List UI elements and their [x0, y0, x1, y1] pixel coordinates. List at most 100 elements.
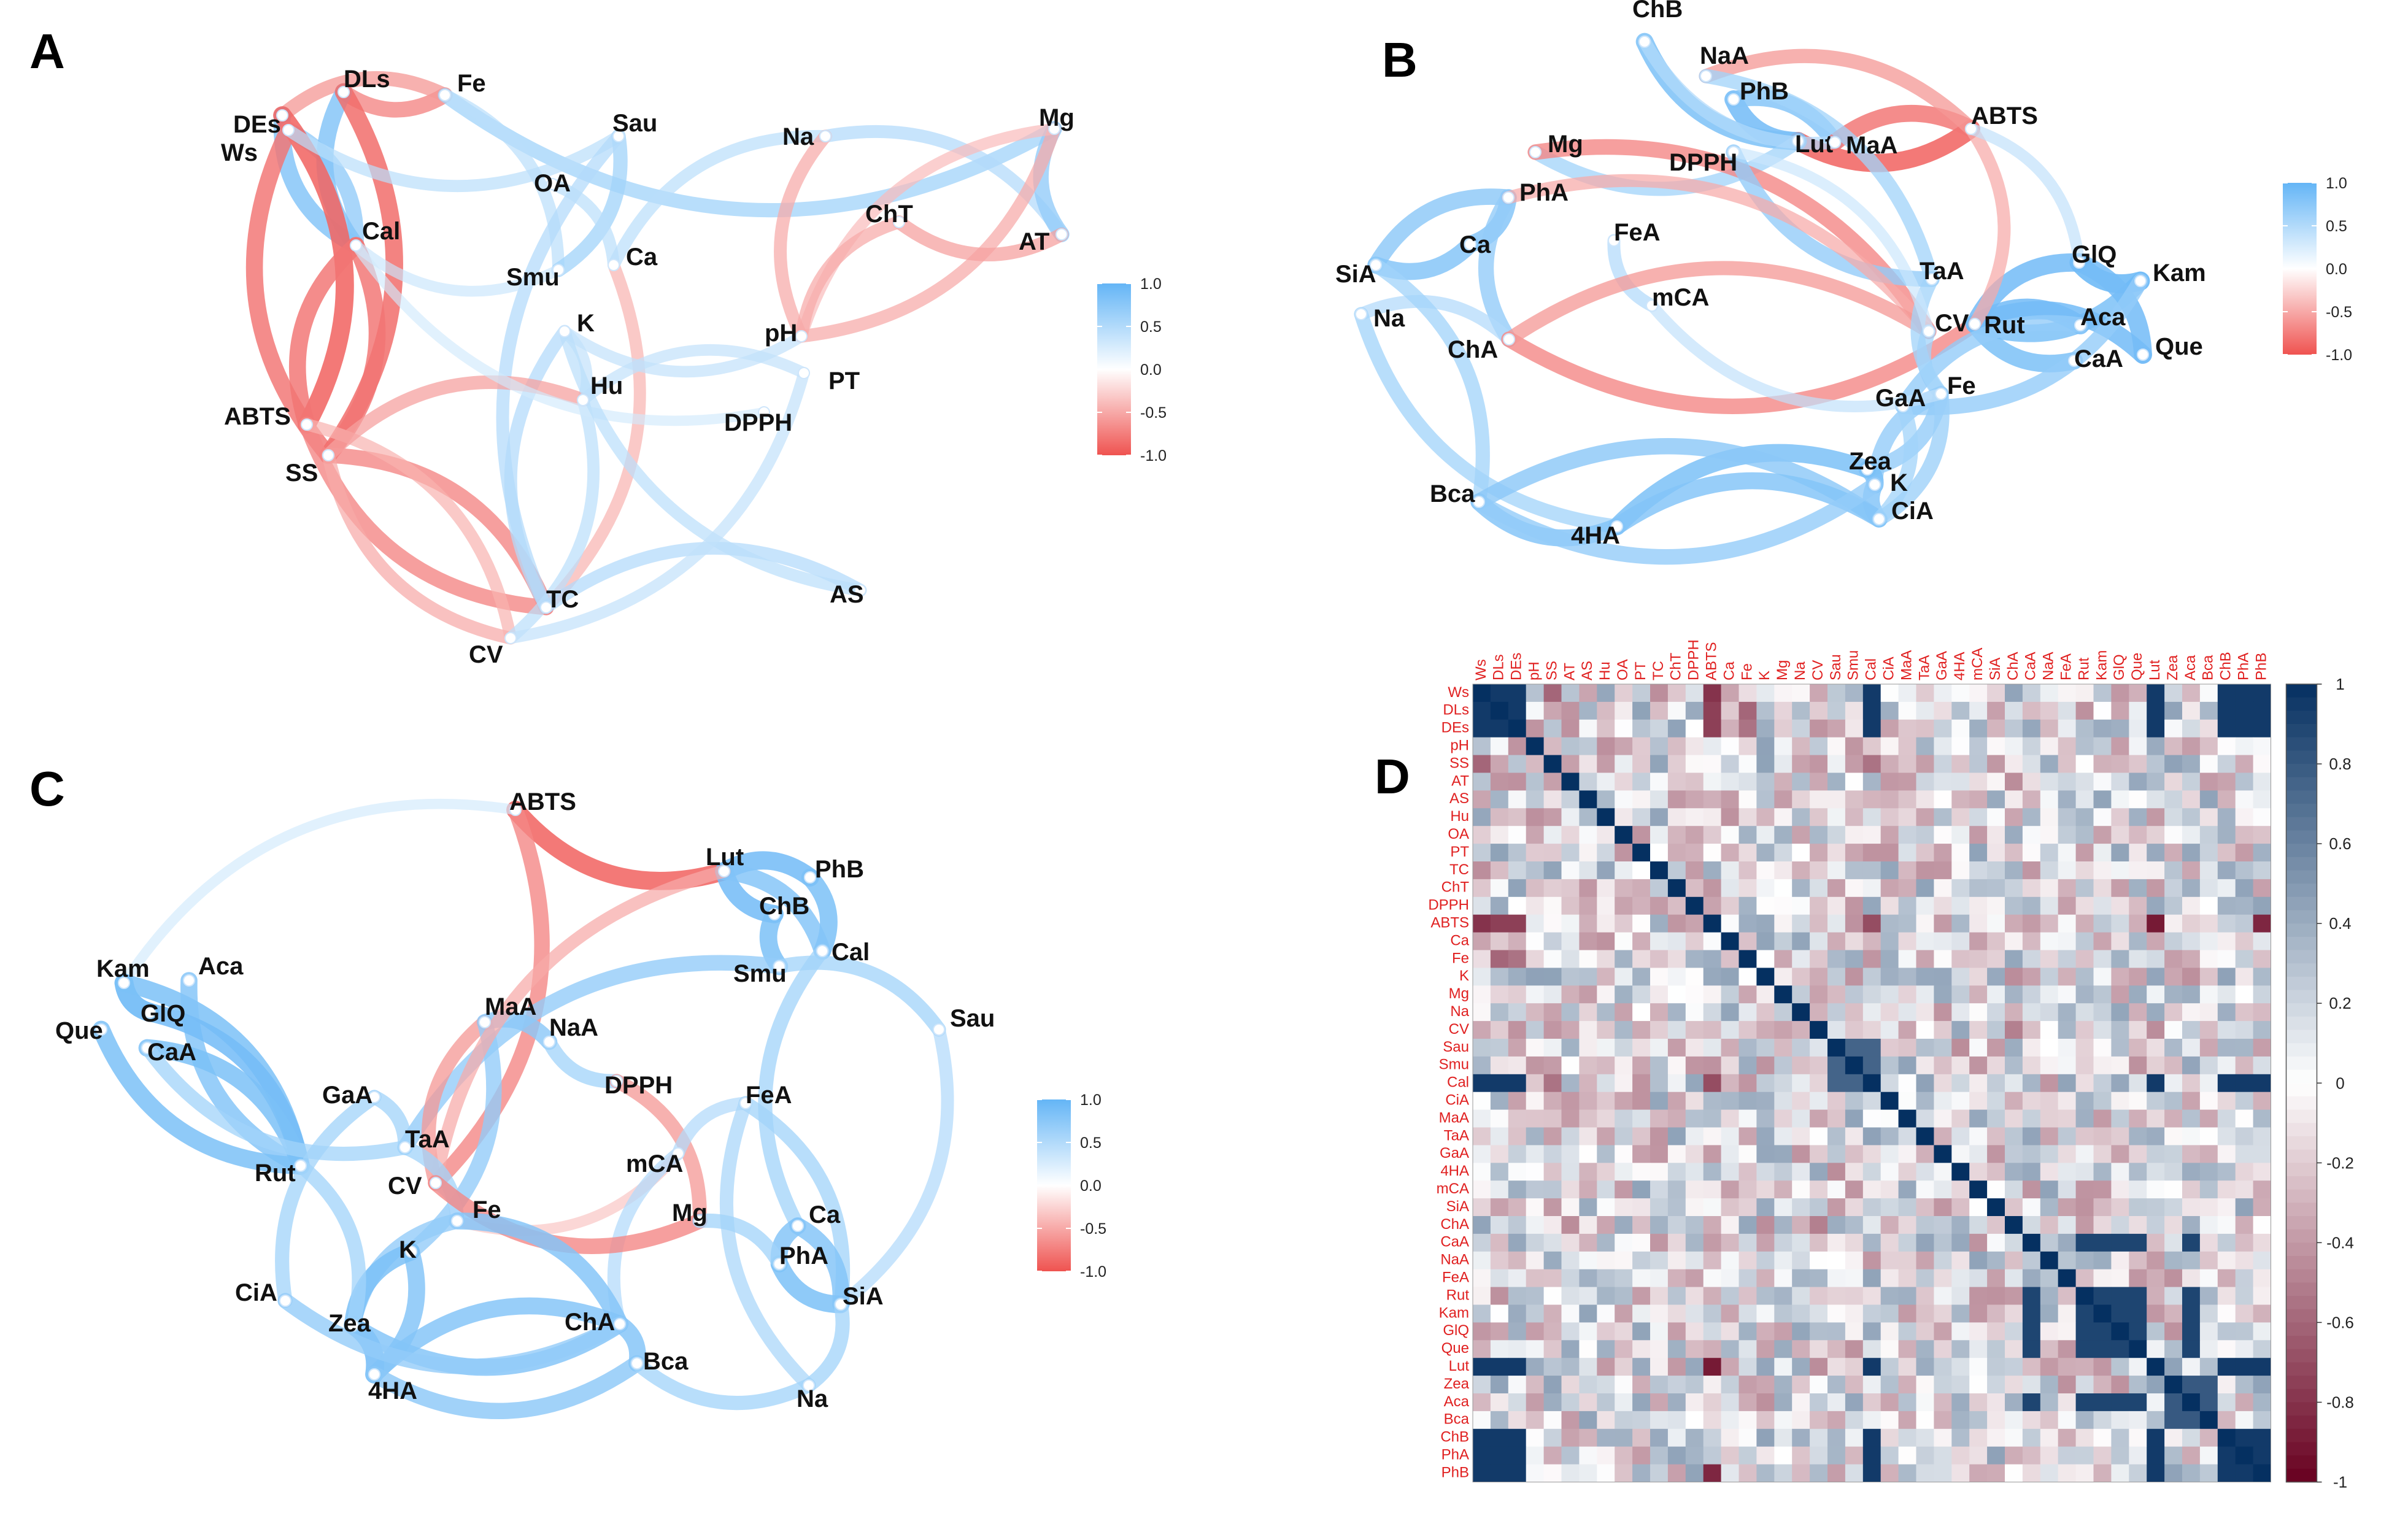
- heatmap-cell: [1987, 1163, 2005, 1181]
- edge-cal-abts: [289, 237, 365, 433]
- heatmap-cell: [1561, 844, 1580, 862]
- node-que: [95, 1023, 107, 1036]
- heatmap-cell: [1650, 1198, 1669, 1217]
- heatmap-cell: [1880, 1304, 1899, 1323]
- heatmap-cell: [1827, 1233, 1846, 1252]
- heatmap-cell: [1792, 1358, 1810, 1376]
- colorbar-tick: 1.0: [2326, 175, 2347, 192]
- heatmap-cell: [1916, 1376, 1934, 1394]
- heatmap-cell: [1685, 737, 1704, 756]
- column-label-phb: PhB: [2253, 653, 2269, 680]
- edge-mca-fe: [1646, 299, 1947, 412]
- heatmap-cell: [2235, 1269, 2254, 1288]
- heatmap-cell: [1703, 1216, 1722, 1234]
- node-label-zea: Zea: [1849, 448, 1892, 475]
- node-label-dpph: DPPH: [604, 1072, 673, 1099]
- column-label-pt: PT: [1632, 661, 1649, 680]
- heatmap-cell: [2147, 1109, 2165, 1128]
- node-label-4ha: 4HA: [1571, 522, 1620, 549]
- heatmap-cell: [1473, 1198, 1491, 1217]
- node-oa: [546, 178, 558, 190]
- node-label-que: Que: [55, 1017, 103, 1044]
- edge-mg-ph: [795, 122, 1061, 343]
- heatmap-cell: [2147, 1446, 2165, 1465]
- heatmap-cell: [1774, 1198, 1792, 1217]
- heatmap-cell: [1473, 701, 1491, 720]
- heatmap-cell: [1898, 1376, 1916, 1394]
- heatmap-cell: [1597, 1251, 1615, 1270]
- heatmap-cell: [1738, 701, 1757, 720]
- heatmap-cell: [1490, 950, 1509, 968]
- heatmap-cell: [1738, 1269, 1757, 1288]
- heatmap-cell: [2058, 1322, 2077, 1341]
- node-mca: [672, 1147, 684, 1160]
- heatmap-cell: [2235, 1021, 2254, 1039]
- edge-na-ph: [774, 129, 832, 343]
- heatmap-cell: [2235, 985, 2254, 1004]
- node-at: [1055, 228, 1068, 241]
- heatmap-cell: [2253, 861, 2271, 880]
- heatmap-cell: [2040, 1109, 2059, 1128]
- heatmap-cell: [1756, 1358, 1775, 1376]
- heatmap-cell: [2147, 1304, 2165, 1323]
- heatmap-cell: [1473, 772, 1491, 791]
- heatmap-cell: [1561, 737, 1580, 756]
- heatmap-cell: [2253, 719, 2271, 738]
- heatmap-cell: [1756, 1163, 1775, 1181]
- heatmap-cell: [1667, 985, 1686, 1004]
- heatmap-cell: [1862, 755, 1881, 773]
- edge-pha-cha: [1478, 190, 1517, 347]
- node-label-que: Que: [2155, 333, 2203, 360]
- heatmap-cell: [1862, 1092, 1881, 1111]
- heatmap-cell: [1721, 1056, 1739, 1075]
- heatmap-cell: [2022, 1287, 2041, 1305]
- heatmap-cell: [1756, 879, 1775, 898]
- heatmap-cell: [1632, 1145, 1651, 1163]
- column-label-rut: Rut: [2075, 657, 2092, 680]
- heatmap-cell: [1827, 932, 1846, 950]
- node-label-kam: Kam: [2153, 260, 2206, 287]
- heatmap-cell: [1987, 1039, 2005, 1057]
- heatmap-cell: [2129, 914, 2147, 933]
- heatmap-cell: [1508, 950, 1527, 968]
- heatmap-cell: [1650, 1304, 1669, 1323]
- heatmap-cell: [2129, 1376, 2147, 1394]
- node-label-aca: Aca: [198, 953, 244, 980]
- heatmap-cell: [2005, 1287, 2023, 1305]
- column-label-as: AS: [1579, 661, 1596, 680]
- heatmap-cell: [2253, 932, 2271, 950]
- heatmap-cell: [2093, 1233, 2112, 1252]
- heatmap-cell: [1951, 1322, 1970, 1341]
- heatmap-cell: [2199, 896, 2218, 915]
- heatmap-cell: [1969, 1216, 1988, 1234]
- heatmap-cell: [1597, 1092, 1615, 1111]
- heatmap-cell: [1862, 950, 1881, 968]
- heatmap-cell: [1934, 1446, 1952, 1465]
- heatmap-cell: [1508, 1251, 1527, 1270]
- heatmap-cell: [2164, 826, 2183, 844]
- heatmap-cell: [1934, 879, 1952, 898]
- heatmap-cell: [1774, 1216, 1792, 1234]
- heatmap-cell: [2182, 684, 2201, 703]
- heatmap-cell: [1880, 826, 1899, 844]
- heatmap-cell: [1898, 932, 1916, 950]
- heatmap-cell: [1508, 1109, 1527, 1128]
- heatmap-cell: [2111, 1021, 2129, 1039]
- heatmap-cell: [1473, 755, 1491, 773]
- heatmap-cell: [1934, 1393, 1952, 1412]
- heatmap-cell: [1561, 1145, 1580, 1163]
- heatmap-cell: [1685, 844, 1704, 862]
- heatmap-cell: [2075, 1092, 2094, 1111]
- node-label-rut: Rut: [1984, 312, 2025, 339]
- column-label-mg: Mg: [1774, 660, 1791, 680]
- heatmap-cell: [1703, 1198, 1722, 1217]
- heatmap-cell: [1650, 879, 1669, 898]
- heatmap-cell: [2217, 985, 2236, 1004]
- heatmap-cell: [2075, 1216, 2094, 1234]
- heatmap-cell: [1508, 968, 1527, 986]
- heatmap-cell: [1650, 1446, 1669, 1465]
- node-label-fea: FeA: [746, 1082, 792, 1109]
- heatmap-cell: [1579, 737, 1597, 756]
- node-hu: [577, 394, 589, 406]
- heatmap-cell: [2005, 1428, 2023, 1447]
